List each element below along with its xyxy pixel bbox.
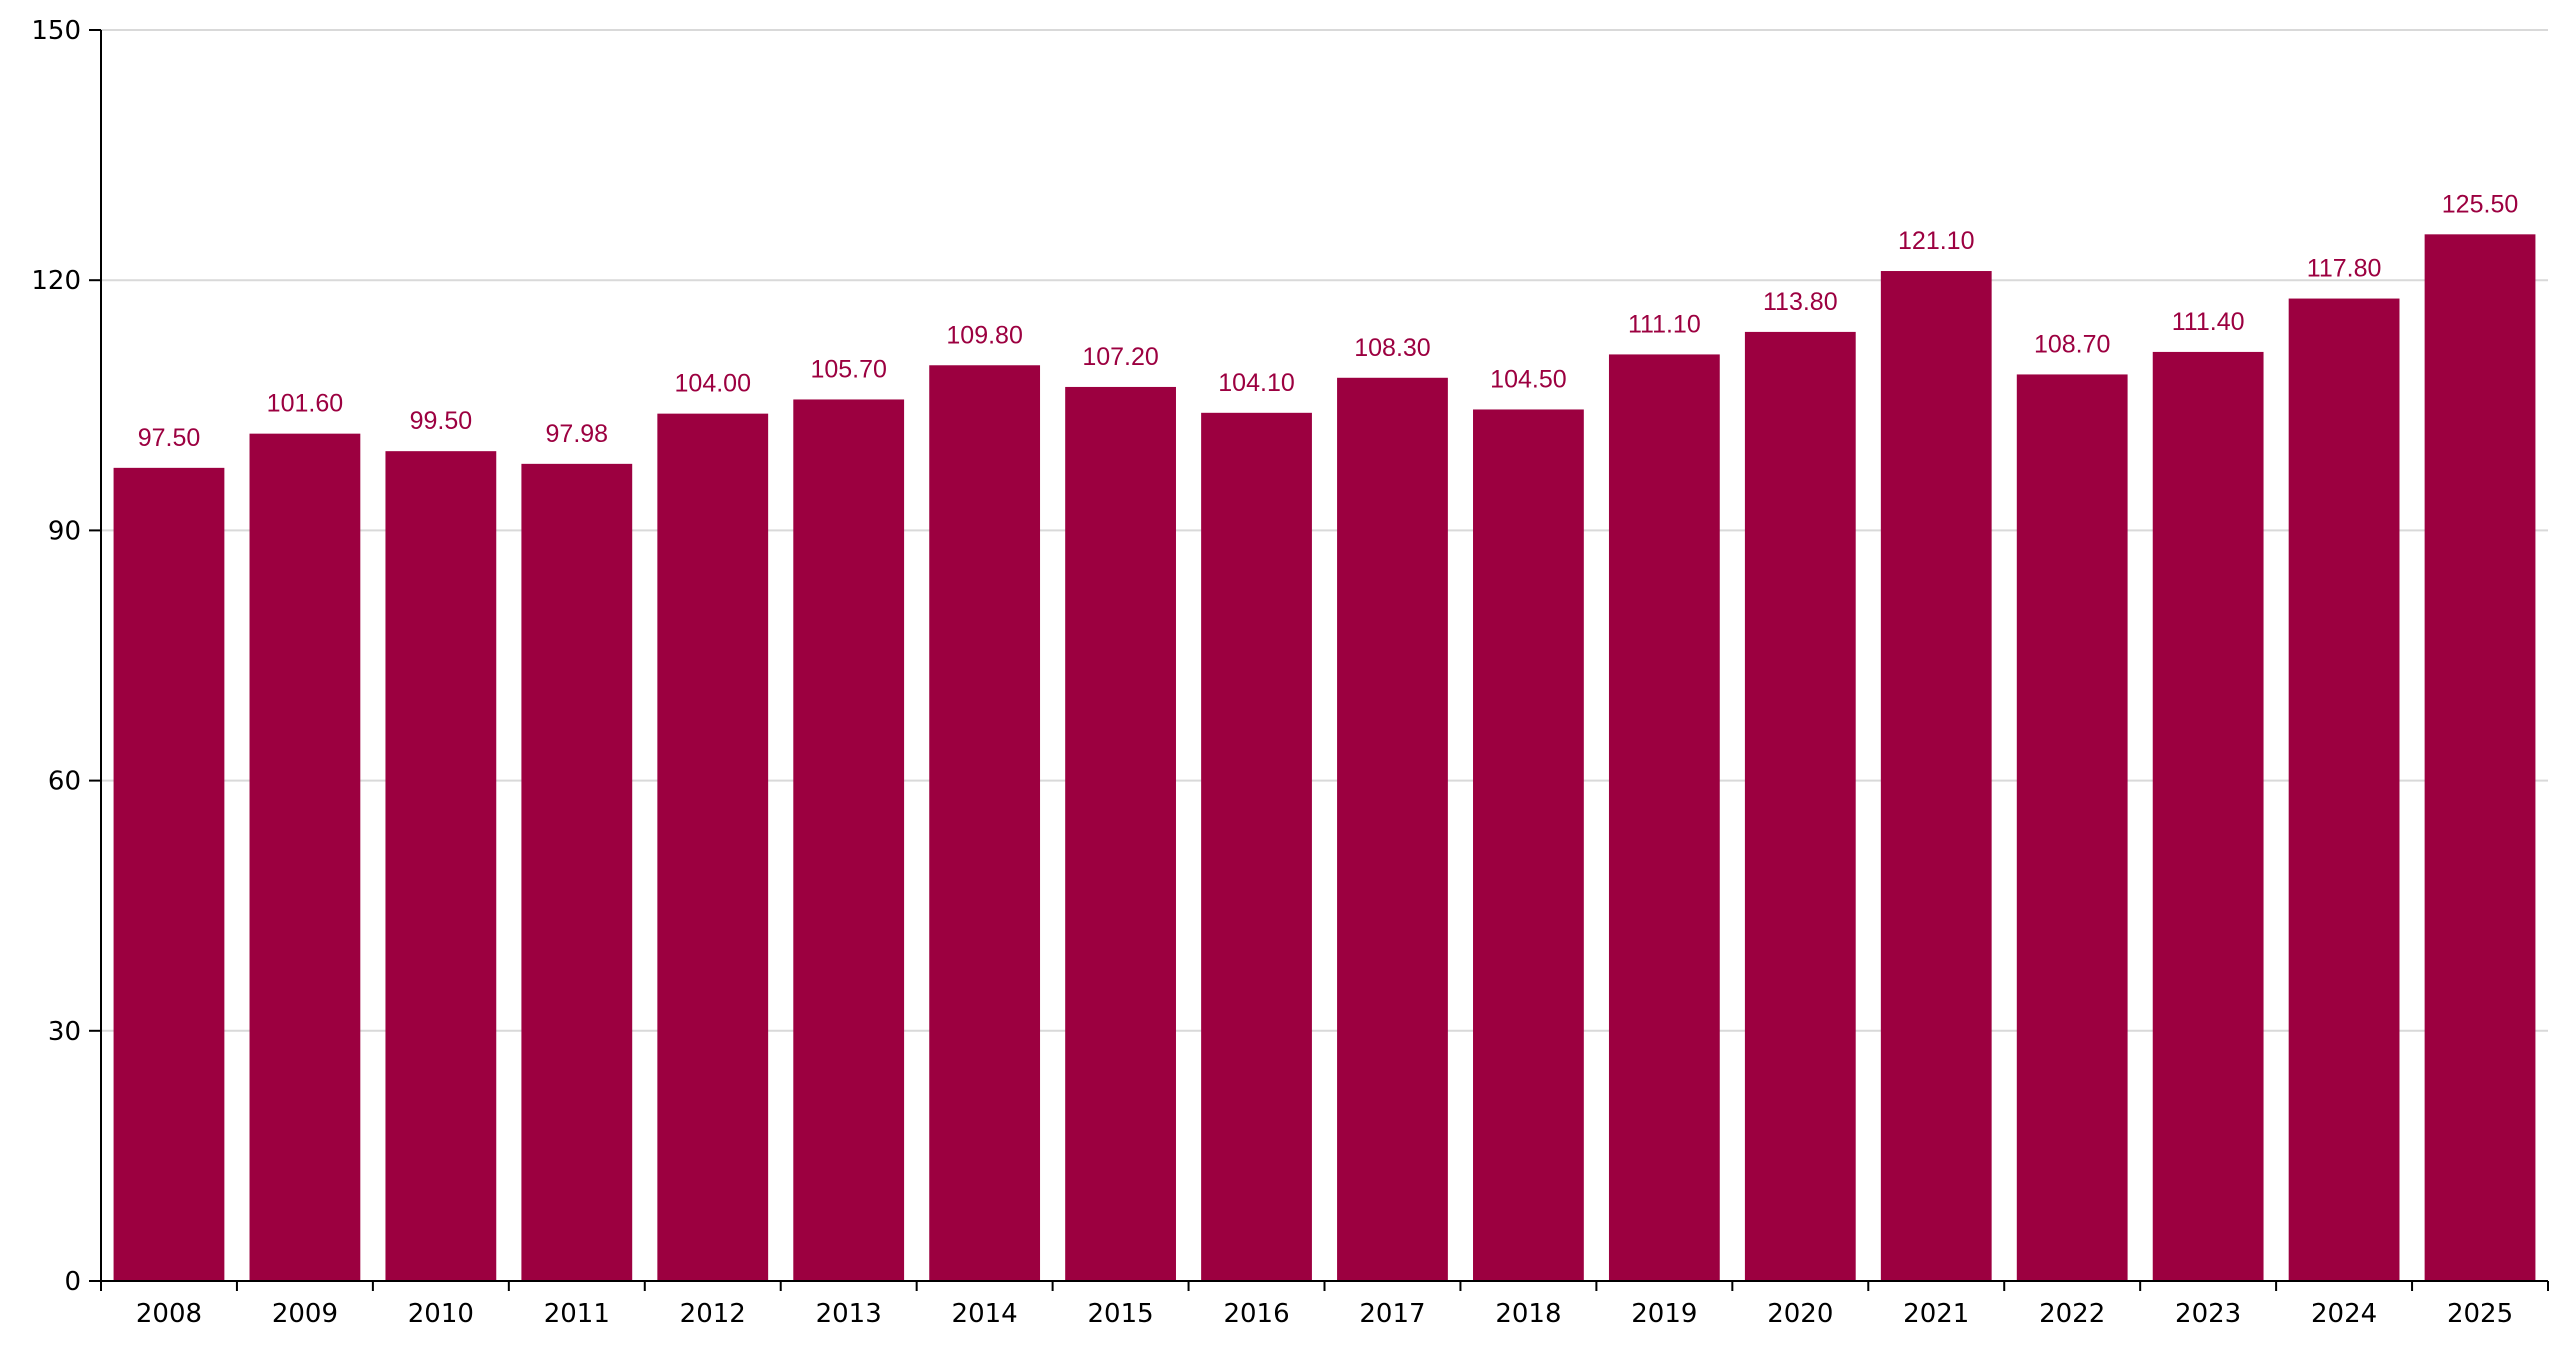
data-label-2012: 104.00 xyxy=(675,370,751,398)
x-tick-label-2022: 2022 xyxy=(2039,1299,2105,1329)
y-tick-label: 0 xyxy=(64,1267,81,1297)
axes xyxy=(89,29,2549,1291)
x-tick-label-2018: 2018 xyxy=(1495,1299,1561,1329)
x-tick-label-2019: 2019 xyxy=(1631,1299,1697,1329)
bar-2009 xyxy=(249,433,361,1281)
x-tick-label-2023: 2023 xyxy=(2175,1299,2241,1329)
bar-2015 xyxy=(1065,386,1176,1281)
data-label-2014: 109.80 xyxy=(946,321,1022,349)
data-label-2022: 108.70 xyxy=(2034,330,2110,358)
bar-2010 xyxy=(385,451,497,1281)
y-tick-label: 30 xyxy=(48,1017,81,1047)
bar-2022 xyxy=(2016,374,2128,1281)
x-tick-label-2013: 2013 xyxy=(816,1299,882,1329)
bar-2013 xyxy=(793,399,905,1281)
data-label-2020: 113.80 xyxy=(1763,288,1838,316)
x-tick-label-2008: 2008 xyxy=(136,1299,202,1329)
bar-2024 xyxy=(2288,298,2400,1282)
x-tick-label-2025: 2025 xyxy=(2447,1299,2513,1329)
data-labels: 97.50 101.60 99.50 97.98 104.00 105.70 109.80 1… xyxy=(138,190,2519,452)
x-tick-label-2015: 2015 xyxy=(1087,1299,1153,1329)
data-label-2023: 111.40 xyxy=(2172,308,2245,336)
data-label-2011: 97.98 xyxy=(546,420,609,448)
x-tick-label-2010: 2010 xyxy=(408,1299,474,1329)
bar-2018 xyxy=(1473,409,1584,1282)
data-label-2015: 107.20 xyxy=(1082,343,1158,371)
x-tick-label-2021: 2021 xyxy=(1903,1299,1969,1329)
y-axis-tick-labels: 0 30 60 90 120 150 xyxy=(31,16,81,1297)
bar-2019 xyxy=(1608,354,1720,1281)
bar-2014 xyxy=(929,365,1041,1281)
x-tick-label-2017: 2017 xyxy=(1359,1299,1425,1329)
data-label-2024: 117.80 xyxy=(2307,255,2382,283)
data-label-2025: 125.50 xyxy=(2442,190,2518,218)
bar-2017 xyxy=(1337,377,1448,1281)
bar-2008 xyxy=(113,467,225,1282)
y-tick-label: 60 xyxy=(48,767,81,797)
bar-2023 xyxy=(2152,351,2264,1281)
data-label-2009: 101.60 xyxy=(267,390,343,418)
x-axis-tick-labels: 2008 2009 2010 2011 2012 2013 2014 2015 2016 2017… xyxy=(136,1299,2513,1329)
data-label-2017: 108.30 xyxy=(1354,334,1430,362)
x-tick-label-2016: 2016 xyxy=(1223,1299,1289,1329)
bar-2011 xyxy=(521,463,633,1281)
x-tick-label-2012: 2012 xyxy=(680,1299,746,1329)
data-label-2013: 105.70 xyxy=(810,355,886,383)
data-label-2008: 97.50 xyxy=(138,424,201,452)
gridlines xyxy=(101,29,2548,1032)
x-tick-label-2020: 2020 xyxy=(1767,1299,1833,1329)
bar-2025 xyxy=(2424,234,2536,1282)
data-label-2010: 99.50 xyxy=(410,407,473,435)
bars xyxy=(113,234,2536,1282)
x-tick-label-2014: 2014 xyxy=(952,1299,1018,1329)
y-tick-label: 120 xyxy=(31,266,81,296)
x-tick-label-2009: 2009 xyxy=(272,1299,338,1329)
x-tick-label-2024: 2024 xyxy=(2311,1299,2377,1329)
y-tick-label: 90 xyxy=(48,516,81,546)
data-label-2019: 111.10 xyxy=(1628,310,1701,338)
y-tick-label: 150 xyxy=(31,16,81,46)
bar-2020 xyxy=(1744,331,1856,1282)
data-label-2018: 104.50 xyxy=(1490,365,1566,393)
bar-2021 xyxy=(1880,271,1992,1281)
x-tick-label-2011: 2011 xyxy=(544,1299,610,1329)
bar-2012 xyxy=(657,413,769,1281)
data-label-2016: 104.10 xyxy=(1218,369,1294,397)
data-label-2021: 121.10 xyxy=(1898,227,1974,255)
bar-2016 xyxy=(1201,412,1312,1281)
